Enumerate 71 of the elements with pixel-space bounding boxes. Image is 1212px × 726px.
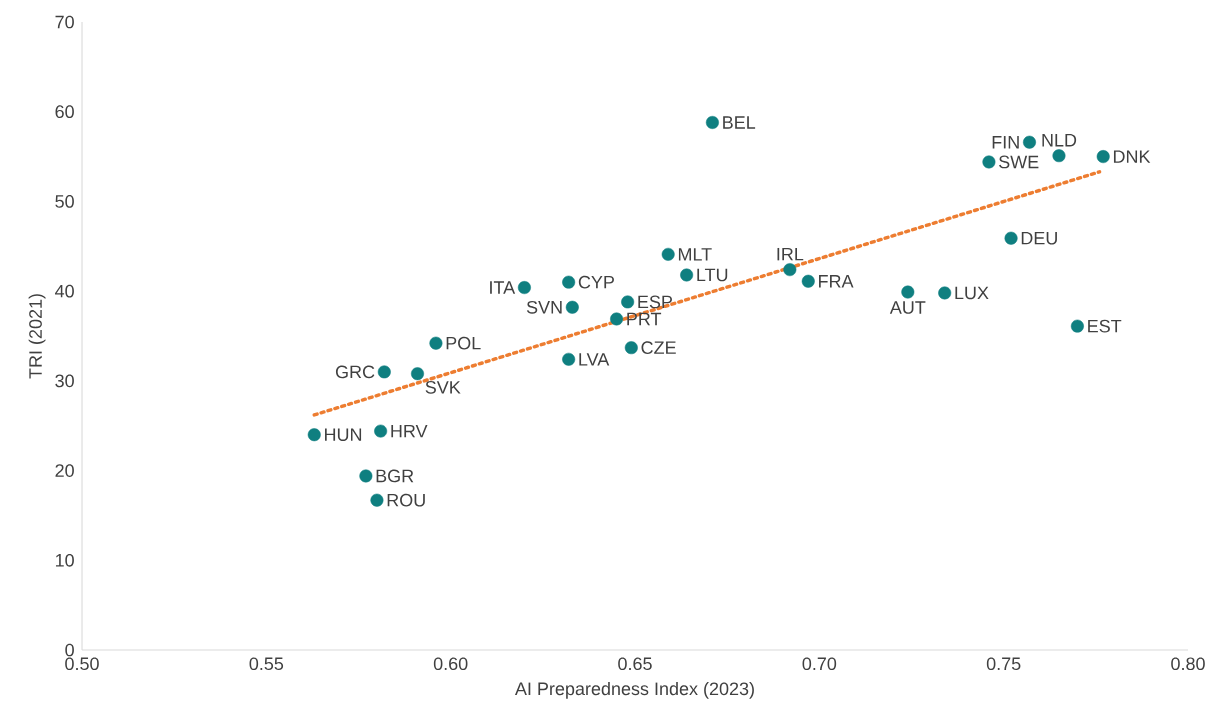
point — [1052, 149, 1066, 163]
y-tick-label: 40 — [55, 284, 74, 298]
point — [1023, 135, 1036, 149]
annotation: NLD — [1042, 134, 1077, 147]
y-tick-label: 20 — [55, 464, 74, 477]
annotation: SWE — [999, 155, 1039, 169]
point — [610, 312, 624, 326]
point — [621, 295, 635, 309]
x-tick-label: 0.70 — [802, 657, 837, 671]
point — [982, 155, 996, 169]
annotation: FIN — [992, 136, 1019, 149]
annotation: LUX — [955, 286, 989, 300]
annotation: BGR — [376, 469, 414, 483]
x-tick-label: 0.65 — [618, 657, 652, 671]
annotation: BEL — [723, 116, 756, 129]
point — [429, 336, 443, 350]
x-tick-label: 0.55 — [249, 657, 284, 671]
annotation: EST — [1088, 319, 1122, 333]
annotation: LVA — [579, 353, 610, 366]
point — [517, 281, 531, 295]
y-tick-label: 50 — [55, 195, 74, 208]
annotation: ROU — [387, 493, 425, 507]
annotation: DNK — [1113, 150, 1151, 163]
annotation: POL — [446, 336, 481, 350]
point — [562, 352, 576, 366]
annotation: AUT — [889, 301, 926, 314]
annotation: HUN — [325, 428, 362, 441]
y-tick-label: 60 — [55, 105, 74, 119]
point — [377, 365, 391, 379]
point — [624, 341, 638, 355]
point — [1004, 231, 1018, 245]
point — [801, 274, 815, 288]
annotation: ESP — [638, 295, 672, 309]
point — [359, 469, 373, 483]
annotation: SVN — [526, 300, 562, 314]
point — [680, 268, 694, 282]
point — [562, 275, 576, 289]
annotation: HRV — [391, 424, 428, 438]
point — [307, 428, 321, 442]
y-axis-title: TRI (2021) — [28, 294, 46, 379]
annotation: LTU — [697, 268, 728, 282]
annotation: CYP — [578, 275, 614, 289]
x-tick-label: 0.80 — [1171, 657, 1205, 671]
y-tick-label: 30 — [55, 374, 74, 388]
annotation: GRC — [335, 365, 375, 379]
x-tick-label: 0.75 — [986, 657, 1021, 671]
annotation: DEU — [1021, 231, 1057, 245]
point — [783, 263, 797, 277]
point — [370, 493, 384, 507]
y-tick-label: 0 — [65, 643, 74, 657]
point — [374, 424, 388, 438]
annotation: SVK — [425, 380, 461, 394]
point — [661, 247, 675, 261]
point — [1096, 150, 1110, 164]
x-axis-title: AI Preparedness Index (2023) — [514, 681, 754, 699]
annotation: FRA — [819, 275, 854, 288]
point — [411, 367, 424, 381]
x-tick-label: 0.50 — [65, 657, 99, 671]
point — [1070, 319, 1084, 333]
x-tick-label: 0.60 — [433, 657, 468, 671]
point — [705, 116, 719, 129]
annotation: PRT — [627, 312, 662, 326]
point — [901, 285, 915, 299]
annotation: IRL — [777, 247, 804, 261]
y-tick-label: 70 — [55, 15, 74, 29]
y-tick-label: 10 — [55, 553, 74, 567]
annotation: MLT — [678, 248, 712, 261]
point — [938, 286, 952, 300]
annotation: ITA — [490, 281, 516, 294]
point — [565, 300, 579, 314]
annotation: CZE — [641, 341, 676, 355]
